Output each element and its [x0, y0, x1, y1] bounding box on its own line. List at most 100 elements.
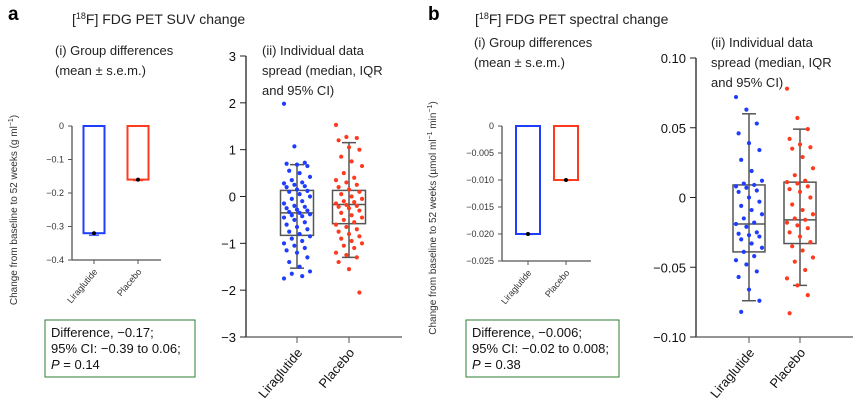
data-point-liraglutide [302, 220, 307, 225]
box-chart: (ii) Individual data spread (median, IQR a… [653, 35, 853, 400]
data-point-placebo [797, 142, 803, 147]
data-point-liraglutide [287, 209, 292, 215]
p-label: P [472, 357, 481, 372]
data-point-liraglutide [744, 224, 749, 229]
data-point-liraglutide [739, 203, 744, 208]
stats-difference: Difference, −0.006; [472, 325, 582, 340]
data-point-liraglutide [754, 230, 759, 235]
y-tick-label: 1 [229, 143, 236, 158]
x-tick-label: Placebo [316, 345, 358, 391]
x-tick-label: Liraglutide [65, 267, 99, 305]
data-point-liraglutide [757, 298, 762, 303]
data-point-liraglutide [281, 241, 287, 246]
data-point-liraglutide [746, 195, 752, 200]
y-label-text: min [428, 113, 439, 132]
data-point-liraglutide [741, 216, 746, 221]
y-tick-label: 0 [59, 121, 64, 131]
title-text: [ [475, 11, 479, 27]
data-point-liraglutide [305, 255, 310, 260]
stats-border [44, 319, 196, 378]
data-point-liraglutide [297, 231, 302, 237]
data-point-placebo [354, 135, 359, 141]
y-axis-label: Change from baseline to 52 weeks (g ml−1… [8, 115, 20, 305]
data-point-liraglutide [736, 231, 741, 236]
subtitle-line: and 95% CI) [711, 75, 783, 90]
data-point-placebo [784, 180, 790, 185]
data-point-liraglutide [757, 234, 762, 239]
data-point-placebo [810, 166, 816, 171]
data-point-placebo [354, 255, 359, 260]
data-point-placebo [357, 234, 362, 239]
data-point-liraglutide [754, 188, 759, 193]
y-tick-label: 0 [679, 191, 686, 206]
data-point-placebo [346, 206, 352, 211]
bar-chart: (i) Group differences (mean ± s.e.m.) 0 −0.… [46, 43, 174, 305]
y-tick-label: −0.025 [466, 256, 494, 266]
data-point-placebo [333, 178, 339, 183]
data-point-liraglutide [292, 144, 297, 149]
data-point-liraglutide [736, 131, 741, 136]
y-tick-label: 0.10 [661, 51, 686, 66]
mean-point [526, 232, 530, 236]
stats-p: P = 0.38 [472, 357, 521, 372]
data-point-liraglutide [284, 248, 289, 253]
data-point-placebo [795, 115, 800, 121]
data-point-liraglutide [287, 229, 292, 234]
y-label-text: ) [428, 101, 439, 104]
y-tick-label: −0.3 [46, 222, 64, 232]
subtitle-line: spread (median, IQR [711, 55, 832, 70]
subtitle-line: (mean ± s.e.m.) [55, 63, 146, 78]
data-point-placebo [800, 207, 805, 213]
data-point-liraglutide [287, 168, 292, 173]
data-point-placebo [352, 245, 357, 251]
bar-chart: (i) Group differences (mean ± s.e.m.) 0 −0.… [466, 35, 593, 306]
data-point-liraglutide [284, 222, 289, 227]
mean-point [136, 177, 140, 182]
data-point-placebo [346, 231, 352, 237]
data-point-placebo [795, 283, 800, 288]
data-point-liraglutide [289, 178, 294, 183]
x-tick-label: Placebo [543, 268, 572, 299]
data-point-placebo [359, 215, 365, 220]
data-point-liraglutide [287, 189, 292, 194]
subtitle-line: spread (median, IQR [262, 63, 383, 78]
data-point-liraglutide [757, 147, 762, 153]
data-point-liraglutide [281, 101, 287, 106]
data-point-placebo [808, 195, 813, 200]
data-point-liraglutide [297, 170, 302, 176]
data-point-placebo [787, 311, 792, 316]
data-point-placebo [359, 196, 365, 201]
data-point-placebo [357, 290, 362, 295]
data-point-liraglutide [292, 182, 297, 187]
data-point-placebo [787, 187, 792, 192]
data-point-placebo [800, 248, 805, 253]
iqr-box [732, 184, 766, 253]
data-point-liraglutide [746, 287, 752, 292]
x-tick-label: Liraglutide [499, 268, 533, 306]
data-point-liraglutide [297, 210, 302, 215]
data-point-liraglutide [302, 245, 307, 251]
data-point-placebo [352, 220, 357, 225]
data-point-liraglutide [749, 207, 754, 213]
data-point-liraglutide [307, 174, 313, 179]
y-tick-label: 0 [489, 121, 494, 131]
stats-box: Difference, −0.006;95% CI: −0.02 to 0.00… [465, 319, 620, 378]
data-point-placebo [339, 210, 344, 215]
y-tick-label: −0.005 [466, 148, 494, 158]
data-point-placebo [349, 213, 354, 218]
data-point-liraglutide [739, 237, 744, 242]
data-point-liraglutide [759, 178, 765, 183]
y-label-sup: −1 [427, 104, 434, 112]
y-tick-label: −0.10 [653, 330, 686, 345]
data-point-liraglutide [305, 163, 310, 169]
data-point-liraglutide [759, 245, 765, 250]
bar-placebo [126, 125, 150, 181]
mean-point [92, 231, 96, 236]
y-axis-label: Change from baseline to 52 weeks (µmol m… [427, 101, 439, 335]
data-point-placebo [800, 154, 805, 160]
p-value: = 0.38 [481, 357, 521, 372]
panel-a: a [18F] FDG PET SUV change Change from bas… [8, 4, 402, 400]
data-point-liraglutide [305, 208, 310, 213]
data-point-placebo [349, 238, 354, 244]
data-point-liraglutide [749, 241, 754, 246]
